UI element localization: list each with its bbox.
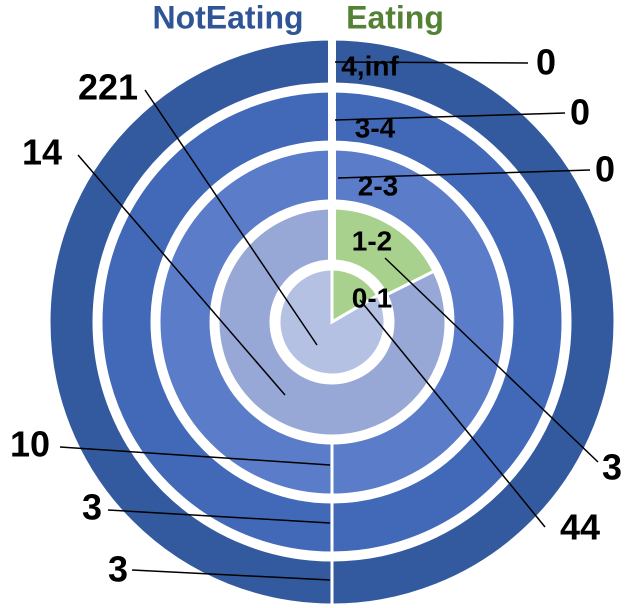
slice: [277, 267, 387, 377]
category-label: 4,inf: [341, 50, 399, 81]
category-label: 3-4: [355, 112, 396, 143]
value-label: 0: [595, 149, 615, 190]
leader-line: [384, 257, 599, 463]
leader-line: [144, 89, 318, 346]
value-label: 221: [78, 67, 138, 108]
leader-line: [337, 169, 591, 179]
category-label: 1-2: [352, 225, 392, 256]
category-label: 0-1: [352, 282, 392, 313]
legend-label: NotEating: [152, 0, 303, 35]
leader-line: [59, 446, 331, 466]
category-label: 2-3: [358, 170, 398, 201]
slice: [216, 206, 448, 438]
value-label: 3: [108, 549, 128, 590]
legend-label: Eating: [346, 0, 444, 35]
value-label: 0: [570, 92, 590, 133]
leader-line: [334, 61, 529, 64]
value-label: 14: [22, 132, 62, 173]
leader-line: [334, 112, 566, 121]
value-label: 0: [536, 42, 556, 83]
value-label: 3: [602, 447, 622, 488]
value-label: 3: [82, 487, 102, 528]
leader-line: [77, 154, 286, 396]
value-label: 10: [10, 424, 50, 465]
slice: [99, 89, 565, 555]
slice: [157, 147, 507, 497]
leader-line: [131, 569, 331, 581]
value-label: 44: [560, 507, 600, 548]
leader-line: [359, 299, 546, 528]
leader-line: [107, 509, 331, 524]
